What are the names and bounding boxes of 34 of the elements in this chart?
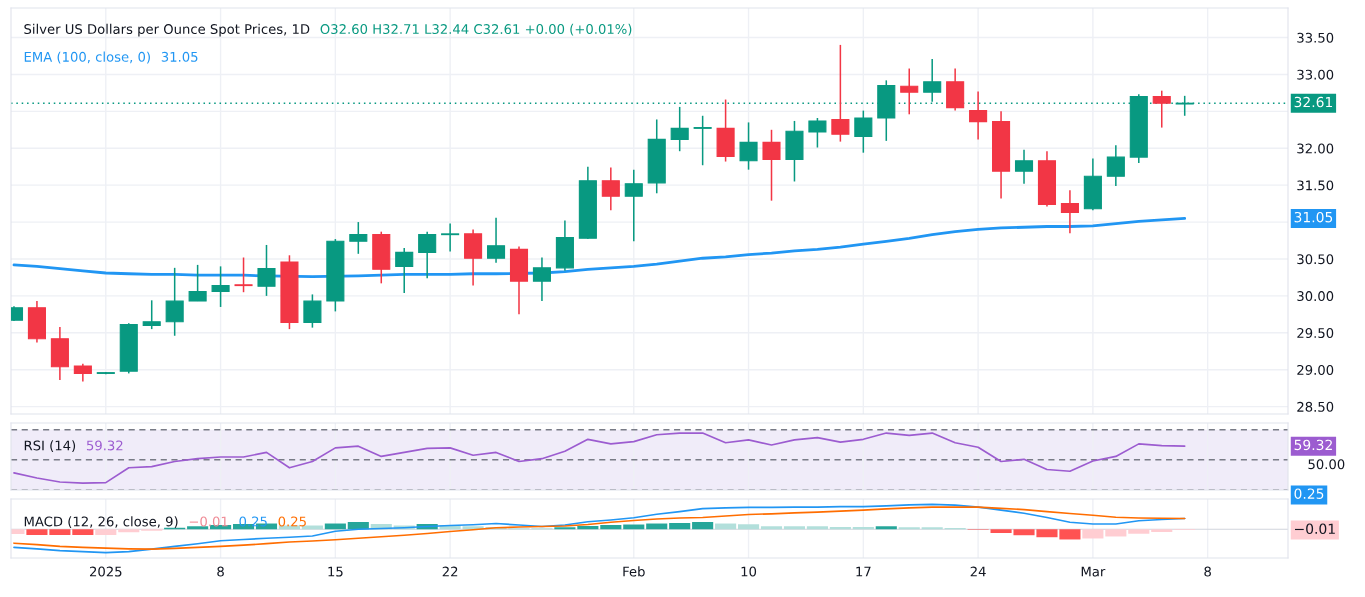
x-tick-label: 17 <box>856 566 871 577</box>
y-tick-label: 33.00 <box>1297 69 1334 80</box>
annotation: 31.05 <box>161 51 198 62</box>
annotation: −0.01 <box>189 516 228 527</box>
text: EMA (100, close, 0) <box>24 51 150 64</box>
x-tick-label: 2025 <box>89 566 122 577</box>
annotation: 0.25 <box>278 516 306 527</box>
x-tick-label: Mar <box>1081 566 1106 577</box>
chart-title: RSI (14) <box>24 440 76 452</box>
x-tick-label: 8 <box>1204 566 1211 577</box>
y-tick-label: 29.00 <box>1297 364 1334 375</box>
text: Silver US Dollars per Ounce Spot Prices, 1D <box>24 23 310 37</box>
text: MACD (12, 26, close, 9) <box>24 516 178 528</box>
y-tick-label: 30.50 <box>1297 254 1334 265</box>
annotation: 59.32 <box>86 440 123 451</box>
y-tick-label: 32.00 <box>1297 143 1334 154</box>
y-tick-label: 31.50 <box>1297 180 1334 191</box>
x-tick-label: 15 <box>328 566 343 577</box>
x-tick-label: 10 <box>741 566 757 577</box>
ref-line-label: 32.61 <box>1294 96 1333 108</box>
annotation: O32.60 H32.71 L32.44 C32.61 +0.00 (+0.01%) <box>320 23 632 36</box>
x-tick-label: 24 <box>970 566 986 577</box>
text: 50.00 <box>1308 459 1345 470</box>
x-tick-label: 22 <box>442 566 458 577</box>
text: 59.32 <box>1294 439 1332 451</box>
x-tick-label: Feb <box>623 566 645 577</box>
text: 0.25 <box>1294 488 1324 499</box>
text: 31.05 <box>1294 211 1333 223</box>
y-tick-label: 30.00 <box>1297 291 1334 302</box>
y-tick-label: 29.50 <box>1297 328 1334 338</box>
y-tick-label: 28.50 <box>1297 401 1334 412</box>
y-tick-label: 33.50 <box>1297 32 1334 43</box>
text: −0.01 <box>1295 523 1335 535</box>
x-tick-label: 8 <box>217 566 224 577</box>
